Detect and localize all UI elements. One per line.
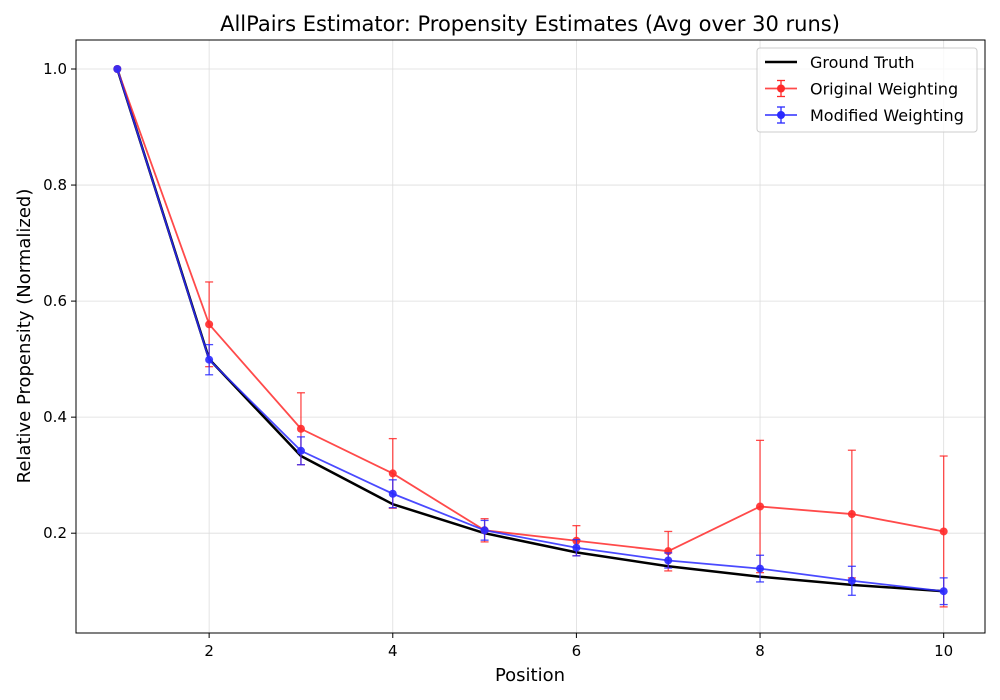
y-tick-label: 0.2 (43, 524, 67, 542)
data-point (756, 502, 765, 511)
y-axis: 0.2 0.4 0.6 0.8 1.0 (43, 60, 76, 542)
x-axis: 2 4 6 8 10 (204, 633, 953, 660)
y-tick-label: 1.0 (43, 60, 67, 78)
plot-frame (75, 39, 986, 634)
legend-label: Ground Truth (810, 53, 915, 72)
y-tick-label: 0.4 (43, 408, 67, 426)
series-1 (113, 65, 948, 608)
series-line (116, 68, 944, 553)
data-point (664, 556, 673, 565)
data-point (939, 587, 948, 596)
legend-frame (756, 47, 978, 133)
data-point (572, 543, 581, 552)
legend-label: Modified Weighting (810, 106, 964, 125)
chart-title: AllPairs Estimator: Propensity Estimates… (220, 12, 840, 36)
data-point (756, 564, 765, 573)
legend: Ground Truth Original Weighting Modified W… (756, 47, 978, 133)
data-point (113, 65, 122, 74)
x-tick-label: 6 (572, 642, 582, 660)
y-axis-title: Relative Propensity (Normalized) (14, 189, 35, 484)
x-tick-label: 10 (934, 642, 953, 660)
series-2 (113, 65, 948, 606)
series-0 (116, 68, 944, 593)
data-point (296, 446, 305, 455)
x-axis-title: Position (495, 665, 565, 686)
legend-label: Original Weighting (810, 80, 958, 99)
legend-marker (777, 111, 785, 119)
data-point (296, 424, 305, 433)
legend-marker (777, 84, 785, 93)
data-point (847, 510, 856, 519)
series-layer (113, 65, 948, 608)
data-point (480, 526, 489, 535)
y-tick-label: 0.8 (43, 176, 67, 194)
series-line (116, 68, 944, 593)
data-point (205, 320, 214, 329)
series-line (116, 68, 944, 593)
x-tick-label: 8 (755, 642, 765, 660)
data-point (847, 576, 856, 585)
x-tick-label: 2 (204, 642, 214, 660)
data-point (388, 469, 397, 478)
x-tick-label: 4 (388, 642, 398, 660)
data-point (388, 489, 397, 498)
data-point (205, 355, 214, 364)
y-tick-label: 0.6 (43, 292, 67, 310)
data-point (939, 527, 948, 536)
